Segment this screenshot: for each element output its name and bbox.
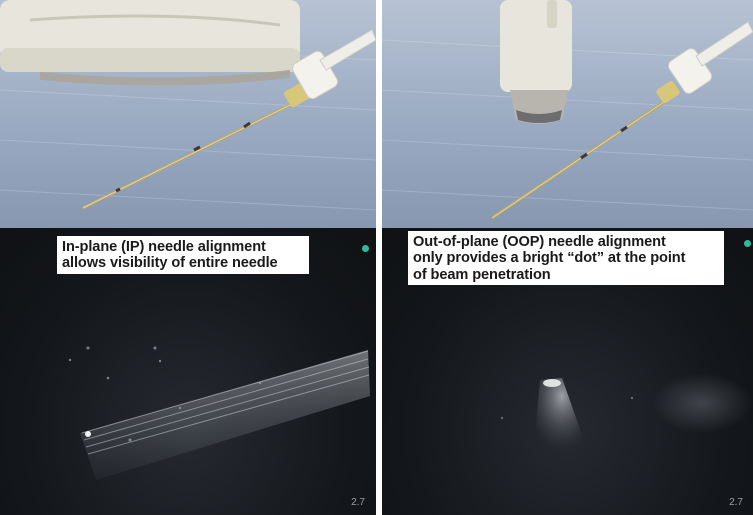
out-of-plane-ultrasound-image [500,373,752,468]
out-of-plane-caption: Out-of-plane (OOP) needle alignment only… [408,231,724,286]
out-of-plane-ultrasound: Out-of-plane (OOP) needle alignment only… [382,228,753,515]
orientation-marker [744,240,751,247]
in-plane-photo-illustration [0,0,376,211]
ultrasound-probe [0,0,300,86]
needle-hub [284,29,376,108]
caption-line: allows visibility of entire needle [62,255,278,272]
out-of-plane-photo-illustration [382,0,753,220]
orientation-marker [362,245,369,252]
ultrasound-probe [500,0,572,124]
in-plane-photo [0,0,376,228]
depth-label: 2.7 [729,497,743,508]
needle-dot-echo [532,378,592,468]
out-of-plane-photo [382,0,753,228]
caption-line: only provides a bright “dot” at the poin… [413,250,686,267]
caption-line: Out-of-plane (OOP) needle alignment [413,234,666,250]
needle-hub [656,21,753,104]
in-plane-caption: In-plane (IP) needle alignment allows vi… [57,236,309,274]
in-plane-ultrasound: In-plane (IP) needle alignment allows vi… [0,228,376,515]
caption-line: of beam penetration [413,266,551,283]
needle [82,98,301,210]
in-plane-panel: In-plane (IP) needle alignment allows vi… [0,0,376,515]
needle [491,98,668,220]
caption-line: In-plane (IP) needle alignment [62,239,266,255]
in-plane-ultrasound-image [68,346,370,480]
out-of-plane-panel: Out-of-plane (OOP) needle alignment only… [382,0,753,515]
depth-label: 2.7 [351,497,365,508]
